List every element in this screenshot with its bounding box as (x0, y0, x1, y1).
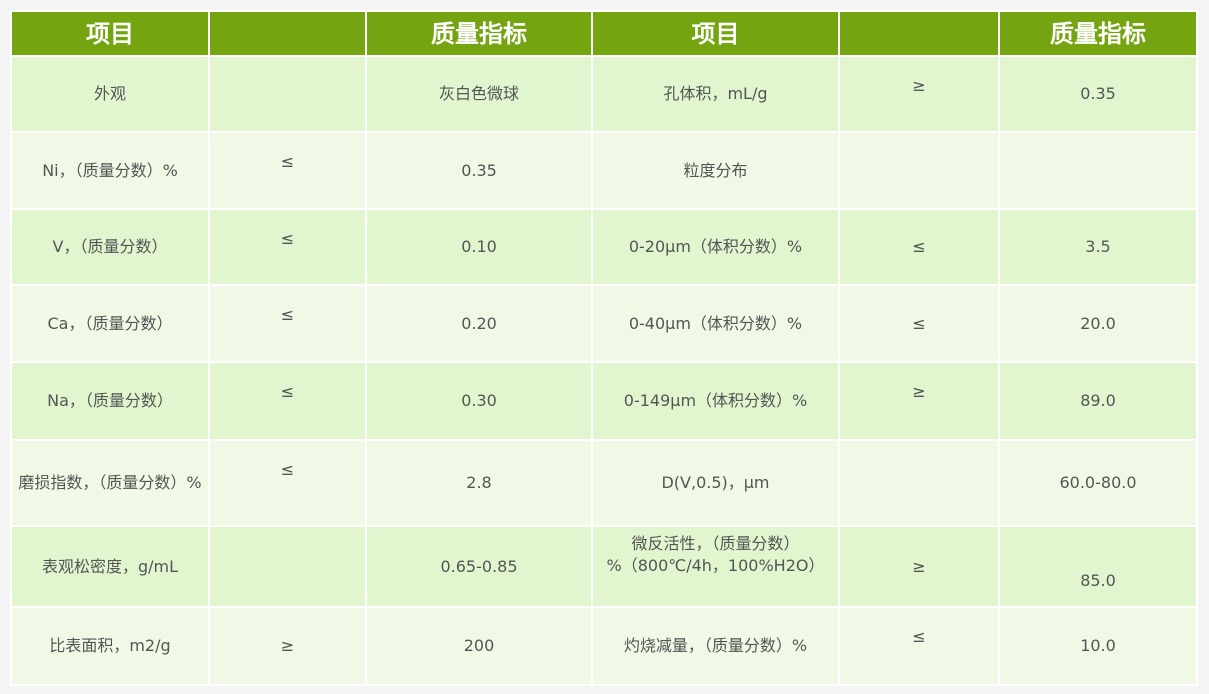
cell: 85.0 (998, 525, 1198, 608)
cell: 0.30 (365, 361, 593, 441)
cell: 0.10 (365, 208, 593, 286)
cell: ≥ (208, 606, 367, 686)
cell: 微反活性，（质量分数）%（800℃/4h，100%H2O） (591, 525, 840, 608)
cell: 表观松密度，g/mL (10, 525, 210, 608)
cell: 灼烧减量，（质量分数）% (591, 606, 840, 686)
header-row: 项目 质量指标 项目 质量指标 (10, 10, 1198, 57)
cell: 0-40μm（体积分数）% (591, 284, 840, 363)
cell: V，（质量分数） (10, 208, 210, 286)
cell: ≤ (208, 131, 367, 210)
cell (838, 131, 1000, 210)
cell: 磨损指数，（质量分数）% (10, 439, 210, 527)
cell: 孔体积，mL/g (591, 55, 840, 133)
cell (998, 131, 1198, 210)
cell: ≥ (838, 525, 1000, 608)
cell (208, 55, 367, 133)
cell: 2.8 (365, 439, 593, 527)
quality-spec-table: 项目 质量指标 项目 质量指标 外观 灰白色微球 孔体积，mL/g ≥0.35 Ni，… (10, 10, 1198, 686)
table-row: 磨损指数，（质量分数）% ≤2.8 D(V,0.5)，μm 60.0-80.0 (10, 439, 1198, 527)
cell: ≤ (838, 208, 1000, 286)
cell: ≤ (208, 208, 367, 286)
table-row: 比表面积，m2/g ≥200 灼烧减量，（质量分数）% ≤10.0 (10, 606, 1198, 686)
cell: 60.0-80.0 (998, 439, 1198, 527)
table-row: 外观 灰白色微球 孔体积，mL/g ≥0.35 (10, 55, 1198, 133)
cell: 200 (365, 606, 593, 686)
header-quality: 质量指标 (998, 10, 1198, 57)
cell: ≥ (838, 55, 1000, 133)
cell: 0.20 (365, 284, 593, 363)
header-quality: 质量指标 (365, 10, 593, 57)
cell: ≤ (208, 284, 367, 363)
cell: 20.0 (998, 284, 1198, 363)
header-blank (838, 10, 1000, 57)
cell: 0.65-0.85 (365, 525, 593, 608)
cell: ≤ (208, 361, 367, 441)
header-item: 项目 (10, 10, 210, 57)
cell: Ca，（质量分数） (10, 284, 210, 363)
cell: 10.0 (998, 606, 1198, 686)
cell: Ni，（质量分数）% (10, 131, 210, 210)
cell: 比表面积，m2/g (10, 606, 210, 686)
cell: ≤ (838, 606, 1000, 686)
table-row: V，（质量分数） ≤0.10 0-20μm（体积分数）% ≤3.5 (10, 208, 1198, 286)
cell: 粒度分布 (591, 131, 840, 210)
cell: 0.35 (998, 55, 1198, 133)
table-row: Ca，（质量分数） ≤0.20 0-40μm（体积分数）% ≤20.0 (10, 284, 1198, 363)
cell: ≤ (838, 284, 1000, 363)
table-row: 表观松密度，g/mL 0.65-0.85 微反活性，（质量分数）%（800℃/4h，… (10, 525, 1198, 608)
header-blank (208, 10, 367, 57)
cell: ≥ (838, 361, 1000, 441)
table-row: Na，（质量分数） ≤0.30 0-149μm（体积分数）% ≥89.0 (10, 361, 1198, 441)
cell: 0-20μm（体积分数）% (591, 208, 840, 286)
cell: 灰白色微球 (365, 55, 593, 133)
cell: 0-149μm（体积分数）% (591, 361, 840, 441)
cell: 89.0 (998, 361, 1198, 441)
table-row: Ni，（质量分数）% ≤0.35 粒度分布 (10, 131, 1198, 210)
cell: ≤ (208, 439, 367, 527)
cell: Na，（质量分数） (10, 361, 210, 441)
cell (208, 525, 367, 608)
cell: D(V,0.5)，μm (591, 439, 840, 527)
cell: 3.5 (998, 208, 1198, 286)
cell: 0.35 (365, 131, 593, 210)
cell (838, 439, 1000, 527)
cell: 外观 (10, 55, 210, 133)
header-item: 项目 (591, 10, 840, 57)
